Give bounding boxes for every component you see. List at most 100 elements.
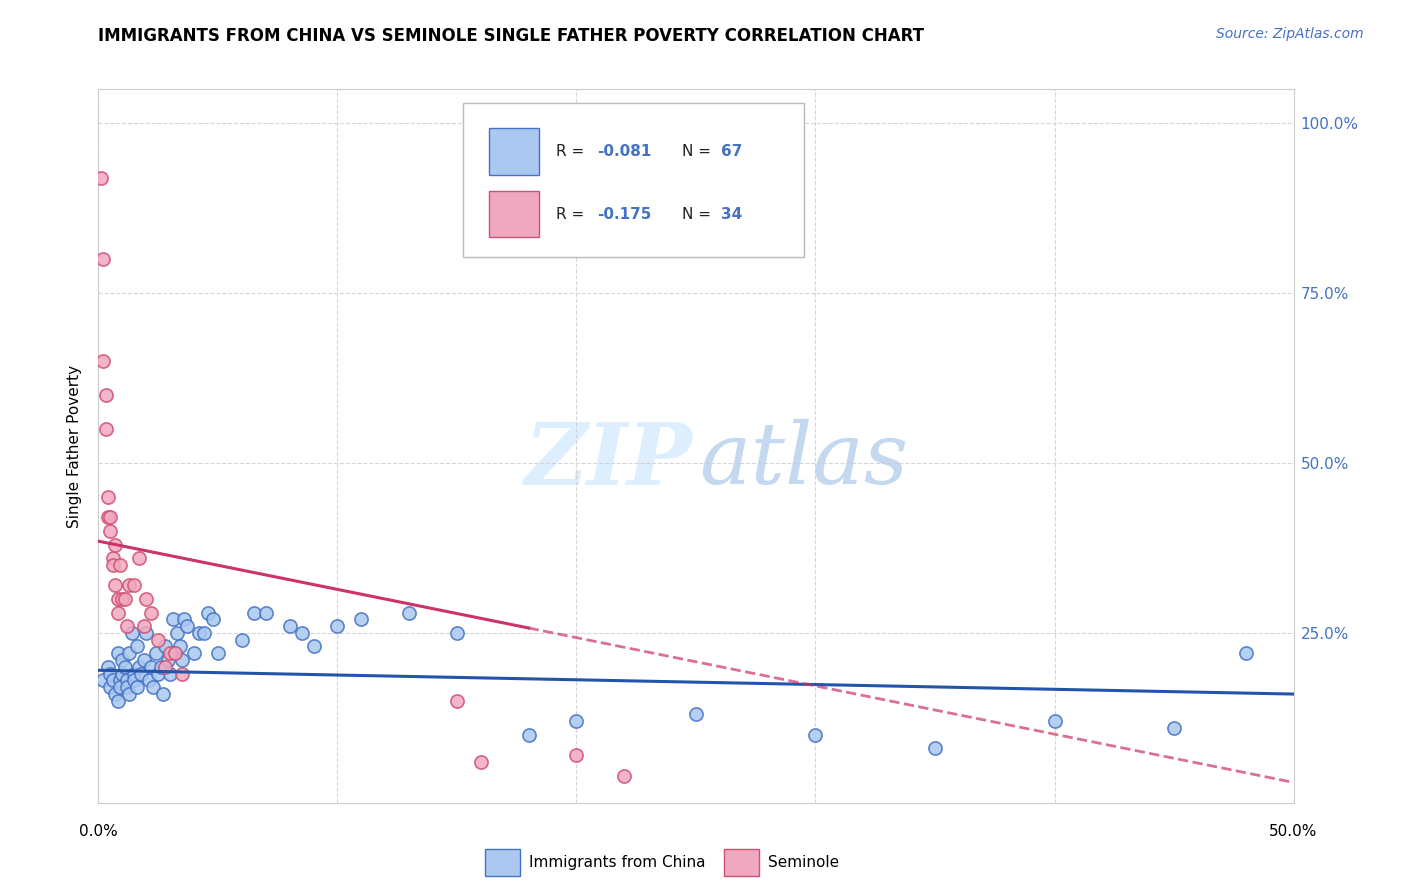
Point xyxy=(94,422,117,436)
Text: -0.081: -0.081 xyxy=(596,144,651,159)
Point xyxy=(565,748,588,763)
Point xyxy=(162,612,184,626)
Point xyxy=(145,646,167,660)
Point xyxy=(97,490,120,504)
Point xyxy=(114,591,136,606)
Text: atlas: atlas xyxy=(700,419,908,501)
Text: Immigrants from China: Immigrants from China xyxy=(529,855,706,870)
Point xyxy=(101,673,124,688)
Point xyxy=(1043,714,1066,729)
Point xyxy=(173,612,195,626)
Point xyxy=(135,626,157,640)
Point xyxy=(108,558,131,572)
Point xyxy=(111,666,134,681)
Point xyxy=(125,640,148,654)
Point xyxy=(91,673,114,688)
Text: -0.175: -0.175 xyxy=(596,207,651,221)
Point xyxy=(124,673,146,688)
Point xyxy=(104,687,127,701)
Point xyxy=(114,660,136,674)
Point xyxy=(517,728,540,742)
Y-axis label: Single Father Poverty: Single Father Poverty xyxy=(67,365,83,527)
Point xyxy=(326,619,349,633)
Point xyxy=(202,612,225,626)
Point xyxy=(108,680,131,694)
Text: R =: R = xyxy=(557,144,589,159)
Point xyxy=(132,619,155,633)
Text: R =: R = xyxy=(557,207,589,221)
Point xyxy=(104,578,127,592)
Point xyxy=(131,666,153,681)
Text: Seminole: Seminole xyxy=(768,855,839,870)
Point xyxy=(193,626,215,640)
Text: 34: 34 xyxy=(721,207,742,221)
Point xyxy=(91,354,114,368)
Point xyxy=(107,646,129,660)
Text: 67: 67 xyxy=(721,144,742,159)
Point xyxy=(166,626,188,640)
Text: N =: N = xyxy=(682,207,716,221)
Point xyxy=(183,646,205,660)
Point xyxy=(139,606,162,620)
Point xyxy=(115,680,138,694)
Point xyxy=(613,769,636,783)
Point xyxy=(135,591,157,606)
Text: ZIP: ZIP xyxy=(524,418,692,502)
Point xyxy=(128,660,150,674)
Point xyxy=(149,660,172,674)
Point xyxy=(124,666,146,681)
Point xyxy=(685,707,707,722)
Point xyxy=(98,510,122,524)
Text: 50.0%: 50.0% xyxy=(1270,824,1317,839)
Point xyxy=(187,626,209,640)
Point xyxy=(98,524,122,538)
Point xyxy=(97,510,120,524)
Point xyxy=(98,666,122,681)
Point xyxy=(1234,646,1257,660)
Point xyxy=(104,537,127,551)
Point xyxy=(169,640,191,654)
FancyBboxPatch shape xyxy=(463,103,804,257)
Point xyxy=(98,680,122,694)
Point xyxy=(97,660,120,674)
Point xyxy=(924,741,946,756)
Text: 0.0%: 0.0% xyxy=(79,824,118,839)
Point xyxy=(132,653,155,667)
Point xyxy=(302,640,325,654)
Point xyxy=(156,653,179,667)
Point xyxy=(207,646,229,660)
Point xyxy=(101,558,124,572)
Point xyxy=(176,619,198,633)
Point xyxy=(148,666,170,681)
Point xyxy=(128,551,150,566)
Point xyxy=(155,640,177,654)
Point xyxy=(1163,721,1185,735)
Text: Source: ZipAtlas.com: Source: ZipAtlas.com xyxy=(1216,27,1364,41)
Point xyxy=(90,170,112,185)
Point xyxy=(172,666,194,681)
Point xyxy=(172,653,194,667)
Point xyxy=(111,591,134,606)
Point xyxy=(121,626,143,640)
Point xyxy=(142,680,165,694)
Point xyxy=(446,626,468,640)
Point xyxy=(231,632,253,647)
Point xyxy=(138,673,160,688)
Point xyxy=(94,388,117,402)
Point xyxy=(804,728,827,742)
Point xyxy=(115,619,138,633)
Point xyxy=(101,551,124,566)
Point xyxy=(107,606,129,620)
Point xyxy=(350,612,373,626)
Point xyxy=(111,653,134,667)
Point xyxy=(118,687,141,701)
Point xyxy=(446,694,468,708)
Point xyxy=(125,680,148,694)
Point xyxy=(148,632,170,647)
Point xyxy=(115,673,138,688)
Text: IMMIGRANTS FROM CHINA VS SEMINOLE SINGLE FATHER POVERTY CORRELATION CHART: IMMIGRANTS FROM CHINA VS SEMINOLE SINGLE… xyxy=(98,27,924,45)
Point xyxy=(243,606,266,620)
Point xyxy=(197,606,219,620)
Point xyxy=(254,606,277,620)
FancyBboxPatch shape xyxy=(489,191,540,237)
